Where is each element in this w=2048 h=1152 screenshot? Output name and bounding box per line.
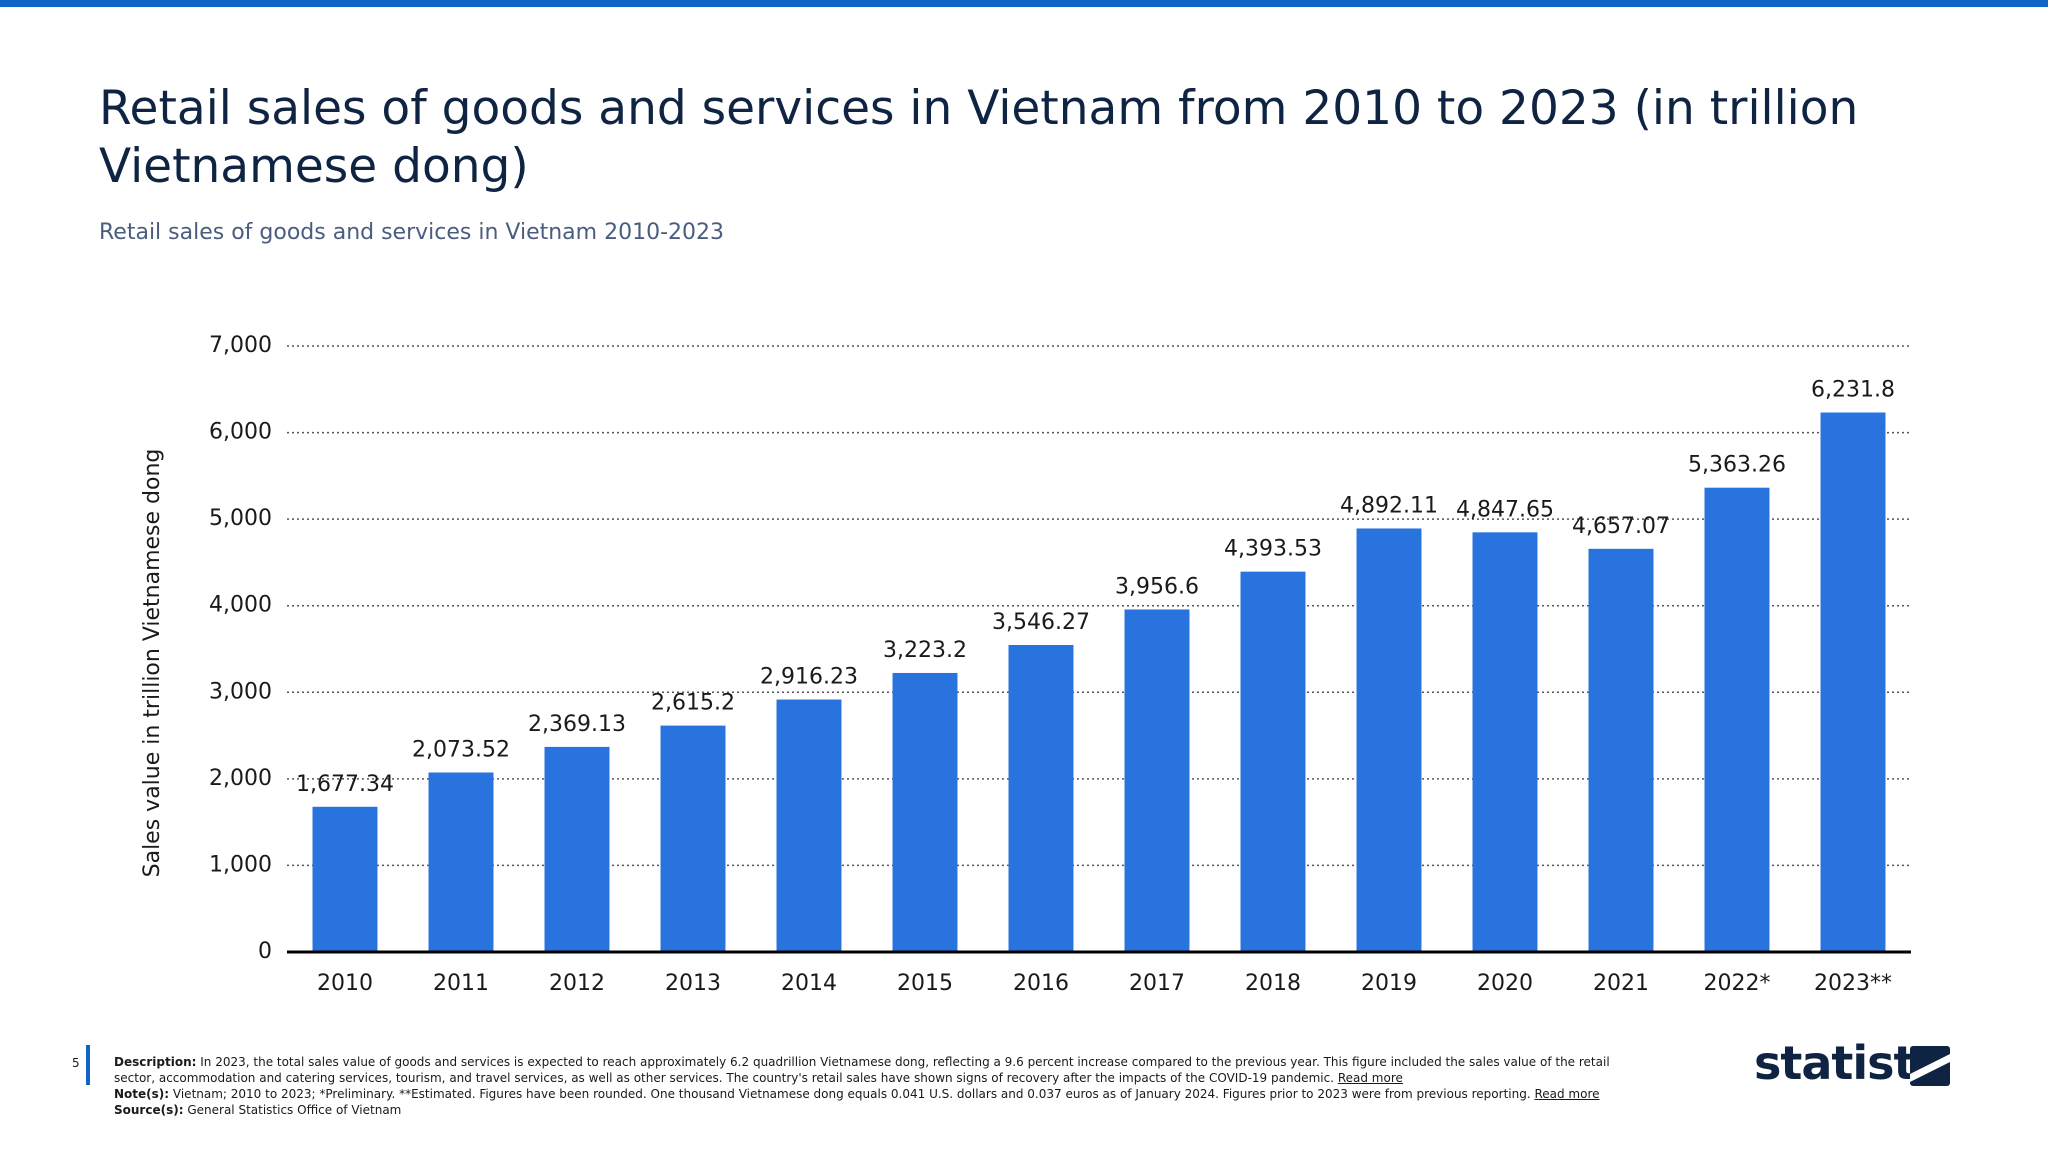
value-label: 4,657.07 (1572, 514, 1670, 539)
bar (428, 772, 494, 952)
x-tick-label: 2020 (1477, 971, 1533, 996)
bar (660, 725, 726, 952)
bar (1240, 571, 1306, 952)
notes-label: Note(s): (114, 1087, 170, 1101)
bar (312, 806, 378, 952)
source-label: Source(s): (114, 1103, 184, 1117)
bar (1472, 532, 1538, 952)
x-tick-label: 2016 (1013, 971, 1069, 996)
y-tick-label: 6,000 (209, 420, 272, 445)
value-label: 1,677.34 (296, 772, 394, 797)
notes-text: Vietnam; 2010 to 2023; *Preliminary. **E… (172, 1087, 1531, 1101)
value-label: 3,956.6 (1115, 574, 1199, 599)
y-tick-label: 0 (258, 939, 272, 964)
value-label: 4,847.65 (1456, 497, 1554, 522)
value-label: 2,916.23 (760, 665, 858, 690)
value-label: 3,546.27 (992, 610, 1090, 635)
x-tick-label: 2023** (1814, 971, 1892, 996)
x-tick-label: 2019 (1361, 971, 1417, 996)
y-tick-label: 5,000 (209, 506, 272, 531)
y-tick-label: 4,000 (209, 593, 272, 618)
bar (1008, 644, 1074, 952)
value-label: 3,223.2 (883, 638, 967, 663)
x-tick-label: 2021 (1593, 971, 1649, 996)
x-tick-label: 2015 (897, 971, 953, 996)
x-tick-label: 2014 (781, 971, 837, 996)
y-axis-label: Sales value in trillion Vietnamese dong (140, 449, 165, 878)
x-tick-label: 2012 (549, 971, 605, 996)
bar (776, 699, 842, 952)
read-more-link[interactable]: Read more (1337, 1071, 1403, 1085)
bar (1704, 487, 1770, 952)
value-label: 4,393.53 (1224, 537, 1322, 562)
value-label: 5,363.26 (1688, 453, 1786, 478)
top-bar (0, 0, 2048, 7)
read-more-link[interactable]: Read more (1534, 1087, 1600, 1101)
x-tick-label: 2017 (1129, 971, 1185, 996)
page-number: 5 (72, 1056, 80, 1070)
description-text: In 2023, the total sales value of goods … (114, 1055, 1610, 1085)
value-label: 6,231.8 (1811, 378, 1895, 403)
x-tick-label: 2013 (665, 971, 721, 996)
value-label: 2,615.2 (651, 691, 735, 716)
value-label: 4,892.11 (1340, 493, 1438, 518)
bar (892, 672, 958, 952)
page-marker (86, 1045, 90, 1085)
x-tick-label: 2010 (317, 971, 373, 996)
logo-icon (1910, 1046, 1950, 1086)
chart-subtitle: Retail sales of goods and services in Vi… (99, 220, 725, 245)
value-label: 2,073.52 (412, 737, 510, 762)
bar (1356, 528, 1422, 952)
source: Source(s): General Statistics Office of … (114, 1102, 1654, 1118)
bar (1820, 412, 1886, 953)
x-tick-label: 2022* (1704, 971, 1771, 996)
y-tick-label: 3,000 (209, 679, 272, 704)
footer: Description: In 2023, the total sales va… (114, 1054, 1654, 1118)
x-tick-label: 2018 (1245, 971, 1301, 996)
bar (1588, 548, 1654, 952)
description-label: Description: (114, 1055, 197, 1069)
value-label: 2,369.13 (528, 712, 626, 737)
y-tick-label: 1,000 (209, 852, 272, 877)
y-tick-label: 7,000 (209, 333, 272, 358)
chart-title: Retail sales of goods and services in Vi… (99, 81, 1859, 194)
x-tick-label: 2011 (433, 971, 489, 996)
y-tick-label: 2,000 (209, 766, 272, 791)
bar (544, 746, 610, 952)
notes: Note(s): Vietnam; 2010 to 2023; *Prelimi… (114, 1086, 1654, 1102)
bar (1124, 609, 1190, 952)
source-text: General Statistics Office of Vietnam (187, 1103, 402, 1117)
description: Description: In 2023, the total sales va… (114, 1054, 1654, 1086)
